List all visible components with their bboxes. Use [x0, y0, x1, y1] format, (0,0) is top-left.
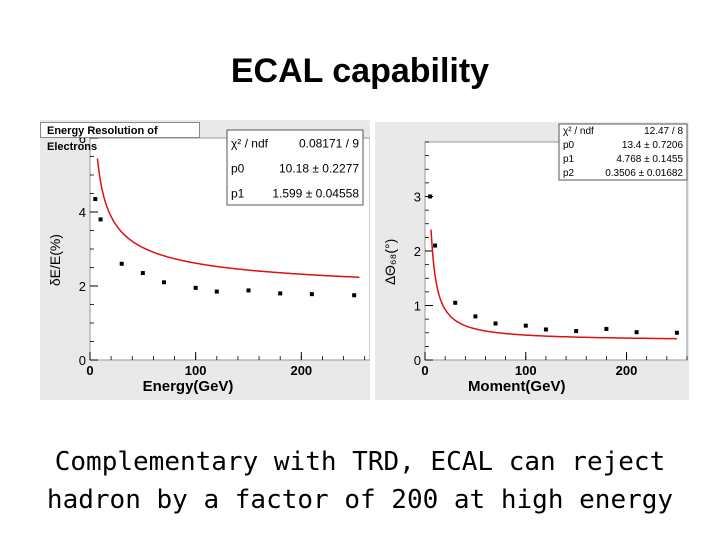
right-stats-value: 4.768 ± 0.1455: [616, 154, 683, 165]
left-data-point: [161, 280, 166, 285]
right-ytick-label: 2: [414, 244, 421, 259]
right-stats-label: p2: [563, 168, 575, 179]
right-fit-curve: [430, 229, 677, 340]
left-data-point: [140, 271, 145, 276]
energy-resolution-chart: 0 2 4 6 0 100 200 Energy(GeV) δE/E(%) χ² / ndf 0.0…: [40, 120, 370, 400]
left-data-point: [98, 217, 103, 222]
right-stats-value: 0.3506 ± 0.01682: [605, 168, 683, 179]
right-stats-label: p0: [563, 140, 575, 151]
left-data-point: [214, 289, 219, 294]
left-ytick-label: 6: [79, 131, 86, 146]
right-xlabel: Moment(GeV): [468, 378, 566, 395]
right-data-point: [453, 300, 458, 305]
left-data-point: [93, 197, 98, 202]
left-ytick-label: 0: [79, 353, 86, 368]
right-data-point: [634, 330, 639, 335]
energy-resolution-plot: 0 2 4 6 0 100 200 Energy(GeV) δE/E(%) χ² / ndf 0.0…: [47, 129, 370, 395]
left-data-point: [309, 292, 314, 297]
left-data-point: [246, 288, 251, 293]
left-stats-label: p0: [231, 162, 245, 176]
right-ytick-label: 1: [414, 299, 421, 314]
right-stats-value: 12.47 / 8: [644, 126, 683, 137]
right-data-point: [523, 323, 528, 328]
right-data-point: [473, 314, 478, 319]
left-stats-box: [226, 129, 364, 206]
right-data-point: [543, 327, 548, 332]
right-data-point: [604, 326, 609, 331]
slide-title: ECAL capability: [230, 52, 490, 90]
left-xtick-label: 0: [86, 363, 93, 378]
left-ytick-label: 2: [79, 279, 86, 294]
slide-caption: Complementary with TRD, ECAL can reject …: [0, 443, 720, 519]
angular-resolution-chart: 0 1 2 3 0 100 200 Moment(GeV) ΔΘ₆₈(°) χ² / ndf 12.…: [375, 122, 689, 400]
left-stats-label: χ² / ndf: [231, 137, 269, 151]
left-xtick-label: 100: [185, 363, 207, 378]
angular-resolution-plot: 0 1 2 3 0 100 200 Moment(GeV) ΔΘ₆₈(°) χ² / ndf 12.…: [382, 123, 688, 395]
right-stats-box: [558, 123, 688, 181]
right-ylabel: ΔΘ₆₈(°): [382, 239, 398, 285]
right-data-point: [433, 243, 438, 248]
right-xtick-label: 200: [616, 363, 638, 378]
right-data-point: [574, 329, 579, 334]
right-xtick-label: 100: [515, 363, 537, 378]
left-stats-value: 0.08171 / 9: [299, 137, 359, 151]
right-data-point: [493, 321, 498, 326]
left-fit-curve: [96, 158, 360, 278]
left-xtick-label: 200: [290, 363, 312, 378]
left-data-point: [352, 293, 357, 298]
caption-line-2: hadron by a factor of 200 at high energy: [46, 485, 674, 515]
right-ytick-label: 3: [414, 190, 421, 205]
right-data-point: [674, 330, 679, 335]
right-data-point: [428, 194, 433, 199]
right-xtick-label: 0: [421, 363, 428, 378]
energy-resolution-title: Energy Resolution of Electrons: [40, 122, 200, 153]
left-stats-label: p1: [231, 187, 245, 201]
left-data-point: [278, 291, 283, 296]
left-stats-value: 1.599 ± 0.04558: [272, 187, 359, 201]
caption-line-1: Complementary with TRD, ECAL can reject: [54, 447, 666, 477]
right-ytick-label: 0: [414, 353, 421, 368]
left-data-point: [193, 285, 198, 290]
left-data-point: [119, 261, 124, 266]
left-xlabel: Energy(GeV): [143, 378, 234, 395]
right-stats-value: 13.4 ± 0.7206: [622, 140, 684, 151]
left-ytick-label: 4: [79, 205, 86, 220]
right-stats-label: χ² / ndf: [563, 126, 594, 137]
left-ylabel: δE/E(%): [47, 234, 63, 286]
right-stats-label: p1: [563, 154, 575, 165]
left-stats-value: 10.18 ± 0.2277: [279, 162, 359, 176]
